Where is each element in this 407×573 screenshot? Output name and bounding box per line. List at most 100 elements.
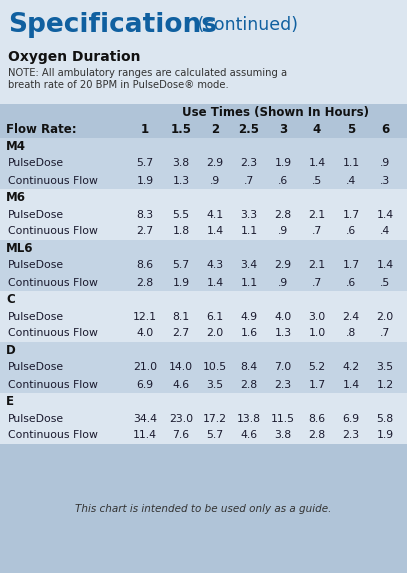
- Text: 21.0: 21.0: [133, 363, 157, 372]
- Text: M4: M4: [6, 140, 26, 153]
- Text: 1.5: 1.5: [171, 123, 192, 136]
- Text: 2.3: 2.3: [274, 379, 291, 390]
- Text: PulseDose: PulseDose: [8, 363, 64, 372]
- Text: .9: .9: [278, 277, 288, 288]
- Text: Oxygen Duration: Oxygen Duration: [8, 50, 140, 64]
- Text: .5: .5: [312, 175, 322, 186]
- Text: E: E: [6, 395, 14, 408]
- Text: 4.2: 4.2: [342, 363, 359, 372]
- Text: 5.5: 5.5: [173, 210, 190, 219]
- Text: 17.2: 17.2: [203, 414, 227, 423]
- Text: 4.1: 4.1: [206, 210, 223, 219]
- Text: 2.4: 2.4: [342, 312, 359, 321]
- Bar: [0, 223, 407, 240]
- Text: PulseDose: PulseDose: [8, 414, 64, 423]
- Text: .4: .4: [380, 226, 390, 237]
- Text: 2.9: 2.9: [274, 261, 291, 270]
- Bar: [0, 410, 407, 427]
- Text: 2.7: 2.7: [136, 226, 153, 237]
- Text: 2.8: 2.8: [309, 430, 326, 441]
- Text: .9: .9: [278, 226, 288, 237]
- Text: 6.9: 6.9: [136, 379, 153, 390]
- Text: .7: .7: [312, 226, 322, 237]
- Text: 11.5: 11.5: [271, 414, 295, 423]
- Text: 1.4: 1.4: [376, 261, 394, 270]
- Text: .3: .3: [380, 175, 390, 186]
- Bar: [0, 138, 407, 155]
- Text: 13.8: 13.8: [237, 414, 261, 423]
- Text: 1.8: 1.8: [173, 226, 190, 237]
- Text: 14.0: 14.0: [169, 363, 193, 372]
- Text: 1.0: 1.0: [309, 328, 326, 339]
- Text: 1.1: 1.1: [342, 159, 359, 168]
- Bar: [0, 257, 407, 274]
- Text: 1.4: 1.4: [376, 210, 394, 219]
- Text: 4.0: 4.0: [274, 312, 292, 321]
- Text: 1.6: 1.6: [241, 328, 258, 339]
- Text: NOTE: All ambulatory ranges are calculated assuming a: NOTE: All ambulatory ranges are calculat…: [8, 68, 287, 78]
- Bar: [0, 44, 407, 104]
- Text: 1.9: 1.9: [376, 430, 394, 441]
- Text: 3.8: 3.8: [274, 430, 291, 441]
- Text: PulseDose: PulseDose: [8, 261, 64, 270]
- Bar: [0, 325, 407, 342]
- Text: breath rate of 20 BPM in PulseDose® mode.: breath rate of 20 BPM in PulseDose® mode…: [8, 80, 229, 90]
- Text: Use Times (Shown In Hours): Use Times (Shown In Hours): [182, 106, 370, 119]
- Text: 3: 3: [279, 123, 287, 136]
- Bar: [0, 155, 407, 172]
- Text: 2.3: 2.3: [241, 159, 258, 168]
- Bar: [0, 376, 407, 393]
- Text: 3.0: 3.0: [309, 312, 326, 321]
- Text: 11.4: 11.4: [133, 430, 157, 441]
- Text: .6: .6: [278, 175, 288, 186]
- Text: 8.6: 8.6: [309, 414, 326, 423]
- Bar: [0, 189, 407, 206]
- Text: .4: .4: [346, 175, 356, 186]
- Text: 34.4: 34.4: [133, 414, 157, 423]
- Text: 8.6: 8.6: [136, 261, 153, 270]
- Text: 1.9: 1.9: [136, 175, 153, 186]
- Text: 1.1: 1.1: [241, 277, 258, 288]
- Text: 8.4: 8.4: [241, 363, 258, 372]
- Text: 3.8: 3.8: [173, 159, 190, 168]
- Text: 2.8: 2.8: [274, 210, 291, 219]
- Text: 4: 4: [313, 123, 321, 136]
- Text: 7.0: 7.0: [274, 363, 292, 372]
- Text: Continuous Flow: Continuous Flow: [8, 226, 98, 237]
- Text: PulseDose: PulseDose: [8, 159, 64, 168]
- Bar: [0, 308, 407, 325]
- Text: 1.9: 1.9: [173, 277, 190, 288]
- Text: 1.3: 1.3: [173, 175, 190, 186]
- Text: ML6: ML6: [6, 242, 33, 255]
- Bar: [0, 359, 407, 376]
- Text: 2.5: 2.5: [239, 123, 260, 136]
- Text: .9: .9: [210, 175, 220, 186]
- Text: PulseDose: PulseDose: [8, 312, 64, 321]
- Text: This chart is intended to be used only as a guide.: This chart is intended to be used only a…: [75, 504, 332, 513]
- Text: 1.4: 1.4: [342, 379, 359, 390]
- Text: 23.0: 23.0: [169, 414, 193, 423]
- Text: Continuous Flow: Continuous Flow: [8, 430, 98, 441]
- Text: 1.2: 1.2: [376, 379, 394, 390]
- Text: 1: 1: [141, 123, 149, 136]
- Bar: [0, 342, 407, 359]
- Text: 2.8: 2.8: [241, 379, 258, 390]
- Text: 2.8: 2.8: [136, 277, 153, 288]
- Text: 1.7: 1.7: [309, 379, 326, 390]
- Text: 2.7: 2.7: [173, 328, 190, 339]
- Text: 2.1: 2.1: [309, 210, 326, 219]
- Text: 2.9: 2.9: [206, 159, 223, 168]
- Text: 4.0: 4.0: [136, 328, 153, 339]
- Text: PulseDose: PulseDose: [8, 210, 64, 219]
- Bar: [0, 172, 407, 189]
- Text: 4.9: 4.9: [241, 312, 258, 321]
- Text: Specifications: Specifications: [8, 12, 217, 38]
- Text: 4.6: 4.6: [173, 379, 190, 390]
- Text: 2.0: 2.0: [376, 312, 394, 321]
- Text: 5.2: 5.2: [309, 363, 326, 372]
- Text: 2: 2: [211, 123, 219, 136]
- Text: 1.7: 1.7: [342, 261, 359, 270]
- Text: 4.6: 4.6: [241, 430, 258, 441]
- Text: .7: .7: [380, 328, 390, 339]
- Text: .8: .8: [346, 328, 356, 339]
